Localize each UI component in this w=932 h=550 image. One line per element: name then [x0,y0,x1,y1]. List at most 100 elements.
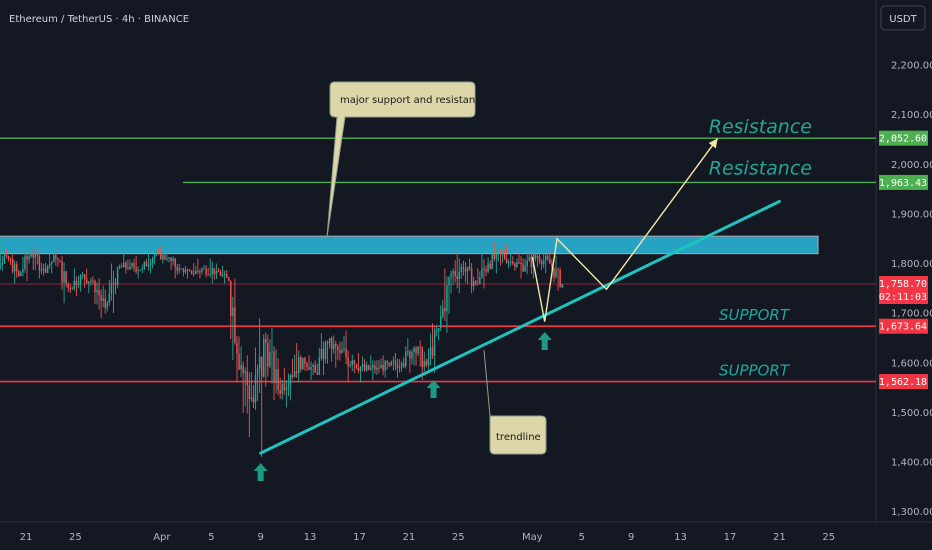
candle-body [427,358,430,366]
projected-price-path[interactable] [531,138,719,322]
candle-body [110,282,113,294]
time-tick-label: Apr [153,532,171,543]
candle-body [509,261,512,263]
price-tick-label: 1,900.00 [891,209,932,220]
time-axis[interactable]: 21 25 Apr 5 9 13 17 21 25 May 5 9 13 17 21 25 [20,532,835,543]
candle-body [388,362,391,366]
candle-body [295,371,298,374]
candle-body [11,259,14,272]
up-arrow-icon [253,463,268,481]
candle-body [433,330,436,356]
candle-body [34,249,37,258]
support-resistance-zone[interactable] [0,235,819,255]
candle-body [386,361,388,363]
zone-callout[interactable]: major support and resistance [326,81,487,238]
candle-body [158,251,160,253]
currency-button[interactable]: USDT [880,5,926,31]
candle-body [178,268,181,271]
candle-body [312,365,314,368]
candle-body [501,253,504,255]
candle-body [437,328,440,331]
candle-body [347,357,349,367]
zone-callout-text: major support and resistance [340,95,487,106]
candle-body [232,307,234,316]
candle-body [396,364,399,369]
candle-body [145,261,148,267]
candle-body [36,249,39,256]
candle-body [26,255,28,260]
candle-body [90,280,92,282]
candle-body [398,367,401,369]
candle-body [277,369,279,391]
candle-body [96,290,98,293]
candle-body [281,383,284,394]
candle-body [293,371,296,377]
candle-body [135,267,137,272]
candle-body [94,280,96,293]
candle-body [0,265,2,268]
candle-body [464,268,467,272]
price-axis[interactable]: 2,200.00 2,100.00 2,000.00 1,900.00 1,800.00… [891,61,932,519]
price-tag-current: 1,758.70 02:11:03 [879,276,928,305]
candle-body [349,365,351,367]
candle-body [359,366,362,371]
candle-body [69,288,71,290]
countdown-text: 02:11:03 [879,292,927,303]
candle-body [530,256,533,268]
candle-body [125,262,127,268]
candle-body [59,260,61,262]
price-tag-text: 1,963.43 [879,178,927,189]
candle-body [15,264,18,272]
candle-body [104,298,106,309]
candle-body [195,270,197,274]
time-tick-label: 25 [452,532,465,543]
candle-body [188,269,191,271]
candle-body [442,307,444,317]
candle-body [343,348,345,350]
support-label-lower: SUPPORT [719,362,791,380]
trendline-callout[interactable]: trendline [483,349,547,455]
current-price-text: 1,758.70 [879,279,927,290]
candle-body [335,344,337,347]
candle-body [193,273,195,275]
currency-label: USDT [889,14,917,25]
candle-body [236,342,238,354]
up-arrow-icon [426,380,441,398]
candle-body [133,263,135,268]
candle-body [139,269,141,271]
candle-body [419,346,421,349]
candle-body [137,270,139,272]
candle-body [30,251,32,257]
candle-body [363,364,366,371]
candle-body [462,266,465,269]
candle-body [182,268,185,273]
candle-body [279,390,281,394]
candle-body [460,266,463,273]
candle-body [353,360,356,365]
candle-body [203,268,205,270]
candle-body [77,284,80,286]
candle-body [365,365,368,371]
candle-body [61,261,63,283]
candle-body [415,347,417,354]
candle-body [244,371,246,373]
candle-body [507,261,510,264]
candle-body [201,268,203,272]
time-tick-label: 5 [579,532,585,543]
time-tick-label: 17 [724,532,737,543]
candle-body [549,258,551,264]
candle-body [63,271,65,283]
candle-body [421,348,423,368]
candle-body [155,251,158,254]
trendline[interactable] [259,199,781,455]
candle-body [50,262,53,265]
candle-body [190,270,193,274]
candle-body [108,293,111,303]
candle-body [88,281,90,284]
candle-body [314,365,316,373]
candle-body [557,269,559,271]
candle-body [367,365,370,370]
candle-body [536,256,539,259]
